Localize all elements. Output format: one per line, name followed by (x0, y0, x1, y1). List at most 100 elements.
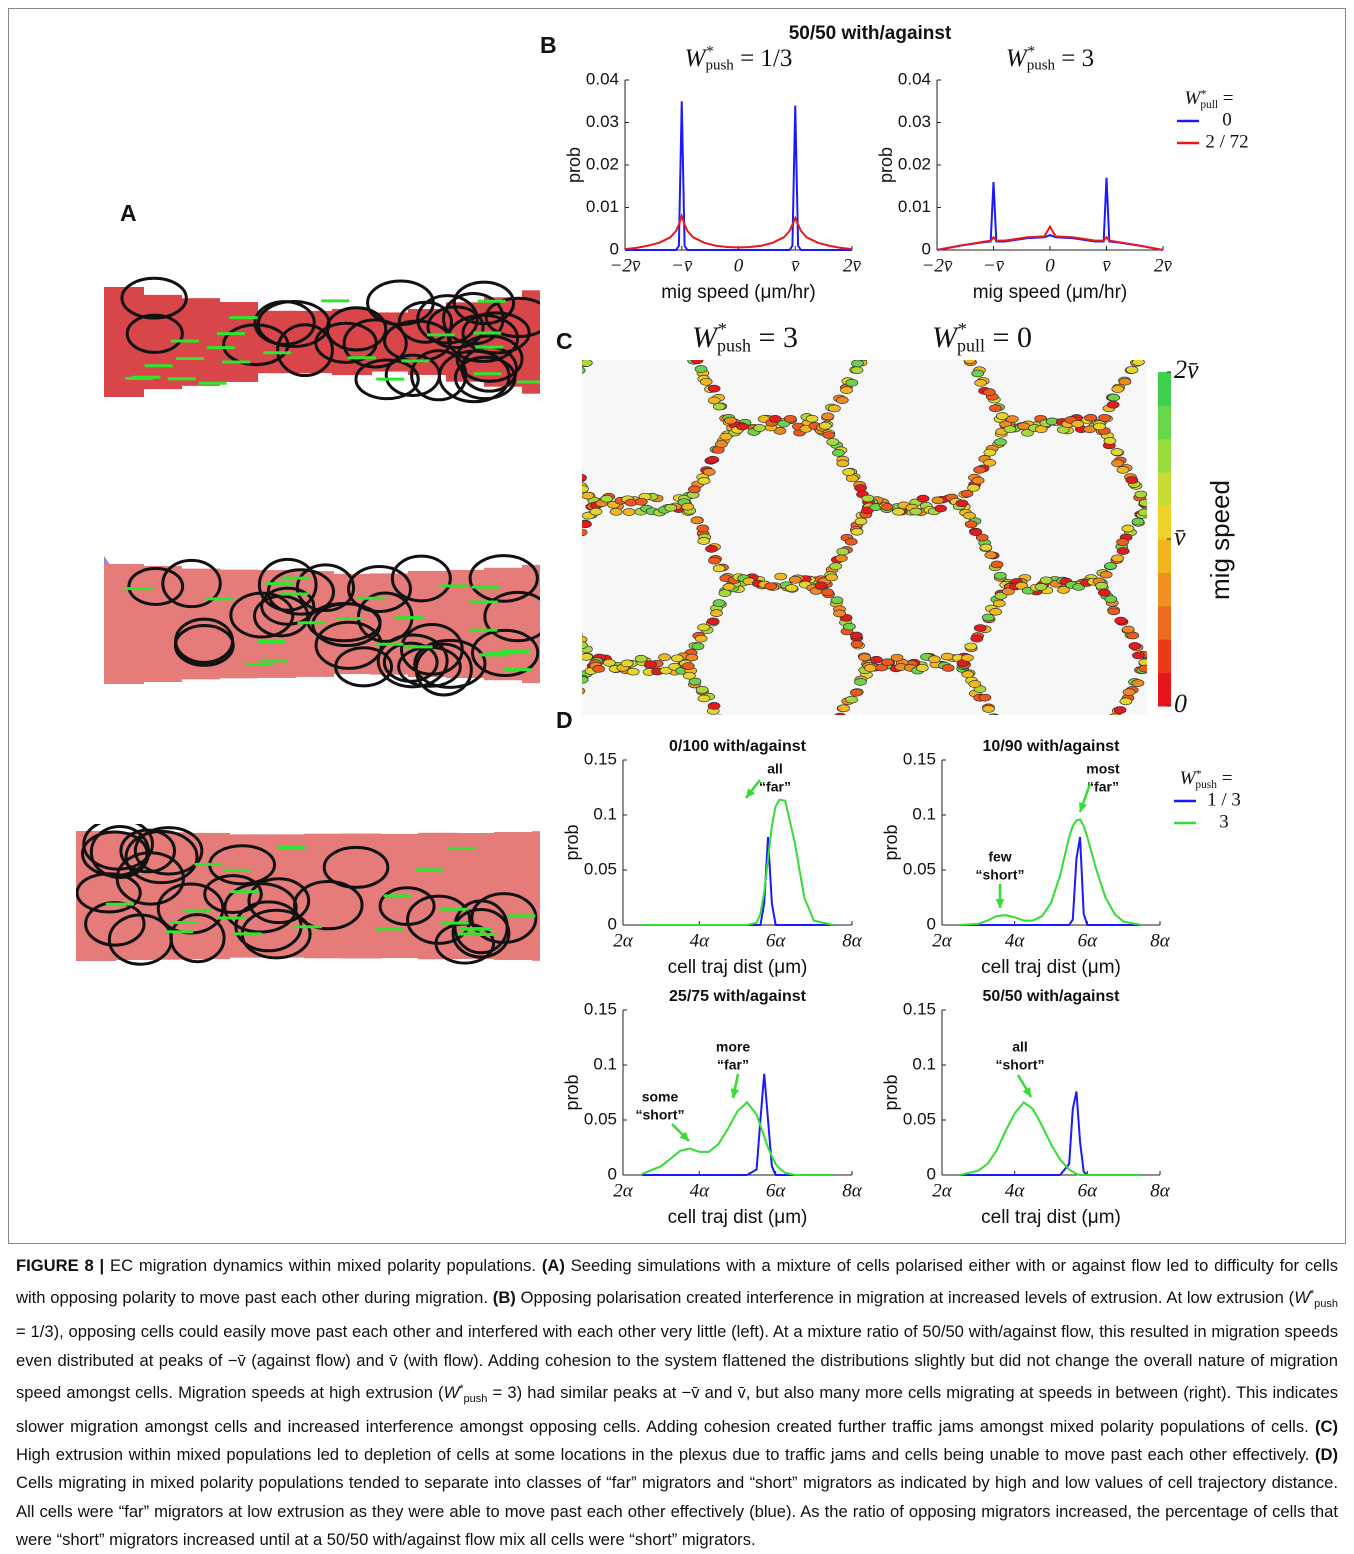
cell (1203, 338, 1215, 345)
cell (417, 476, 429, 483)
cell (979, 309, 991, 316)
cell (558, 394, 570, 401)
cell (696, 313, 708, 320)
cell (1270, 440, 1282, 447)
cell (662, 334, 674, 341)
cell (458, 743, 470, 750)
cell (1235, 331, 1247, 338)
y-tick-label: 0.15 (584, 749, 617, 768)
cell (504, 1064, 516, 1071)
cell (1301, 896, 1313, 903)
cell (1290, 907, 1302, 914)
cell (969, 803, 981, 810)
cell (1305, 736, 1317, 743)
cell (959, 977, 971, 984)
cell (1137, 977, 1149, 984)
cell (1006, 416, 1018, 423)
cell (458, 416, 470, 423)
cell (1278, 581, 1290, 588)
cell (884, 344, 896, 351)
cell (1112, 872, 1124, 879)
cell (520, 424, 532, 431)
cell (829, 279, 841, 286)
cell (821, 889, 833, 896)
cell (846, 696, 858, 703)
cell (478, 428, 490, 435)
cell (1279, 1062, 1291, 1069)
cell (1105, 916, 1117, 923)
cell (818, 262, 830, 269)
cell (1174, 825, 1186, 832)
cell (1253, 1012, 1265, 1019)
cell (816, 901, 828, 908)
cell (564, 299, 576, 306)
cell (800, 1056, 812, 1063)
data-line (625, 216, 852, 249)
cell (650, 984, 662, 991)
colorbar-tick-label: 2v̄ (1174, 355, 1199, 384)
cell (957, 183, 969, 190)
cell (822, 413, 834, 420)
cell (1182, 825, 1194, 832)
cell (709, 767, 721, 774)
cell (823, 1051, 835, 1058)
cell (1018, 423, 1030, 430)
cell (709, 238, 721, 245)
cell (1249, 312, 1261, 319)
cell (708, 397, 720, 404)
cell (621, 189, 633, 196)
cell (1117, 1014, 1129, 1021)
cell (1297, 905, 1309, 912)
cell (1245, 529, 1257, 536)
cell (855, 963, 867, 970)
annotation: “short” (996, 1057, 1045, 1073)
cell (1338, 904, 1350, 911)
cell (641, 188, 653, 195)
cell (821, 263, 833, 270)
cell (601, 495, 613, 502)
x-tick-label: 6α (766, 930, 787, 951)
cell (716, 722, 728, 729)
cell (1147, 820, 1159, 827)
data-line (642, 837, 833, 925)
cell (991, 561, 1003, 568)
cell (915, 184, 927, 191)
cell (698, 695, 710, 702)
cell (1248, 365, 1260, 372)
cell (540, 742, 552, 749)
cell (560, 458, 572, 465)
cell (584, 967, 596, 974)
cell (862, 824, 874, 831)
chart-title: 25/75 with/against (669, 988, 807, 1005)
cell (766, 1058, 778, 1065)
cell (417, 521, 429, 528)
cell (1175, 346, 1187, 353)
y-axis-label: prob (564, 147, 584, 183)
cell (1217, 981, 1229, 988)
cell (781, 892, 793, 899)
cell (983, 389, 995, 396)
cell (1022, 261, 1034, 268)
cell (748, 902, 760, 909)
cell (942, 664, 954, 671)
chart-title-part: W (685, 45, 708, 72)
cell (851, 641, 863, 648)
cell (455, 741, 467, 748)
cell (1257, 455, 1269, 462)
cell (1249, 844, 1261, 851)
cell (1270, 731, 1282, 738)
cell (823, 432, 835, 439)
cell (592, 182, 604, 189)
cell (1272, 747, 1284, 754)
cell (545, 411, 557, 418)
cell (1324, 901, 1336, 908)
cell (990, 724, 1002, 731)
cell (1140, 345, 1152, 352)
cell (578, 323, 590, 330)
cell (1211, 180, 1223, 187)
cell (1145, 186, 1157, 193)
cell (1114, 706, 1126, 713)
cell (1108, 608, 1120, 615)
cell (560, 765, 572, 772)
y-tick-label: 0.01 (586, 197, 619, 216)
